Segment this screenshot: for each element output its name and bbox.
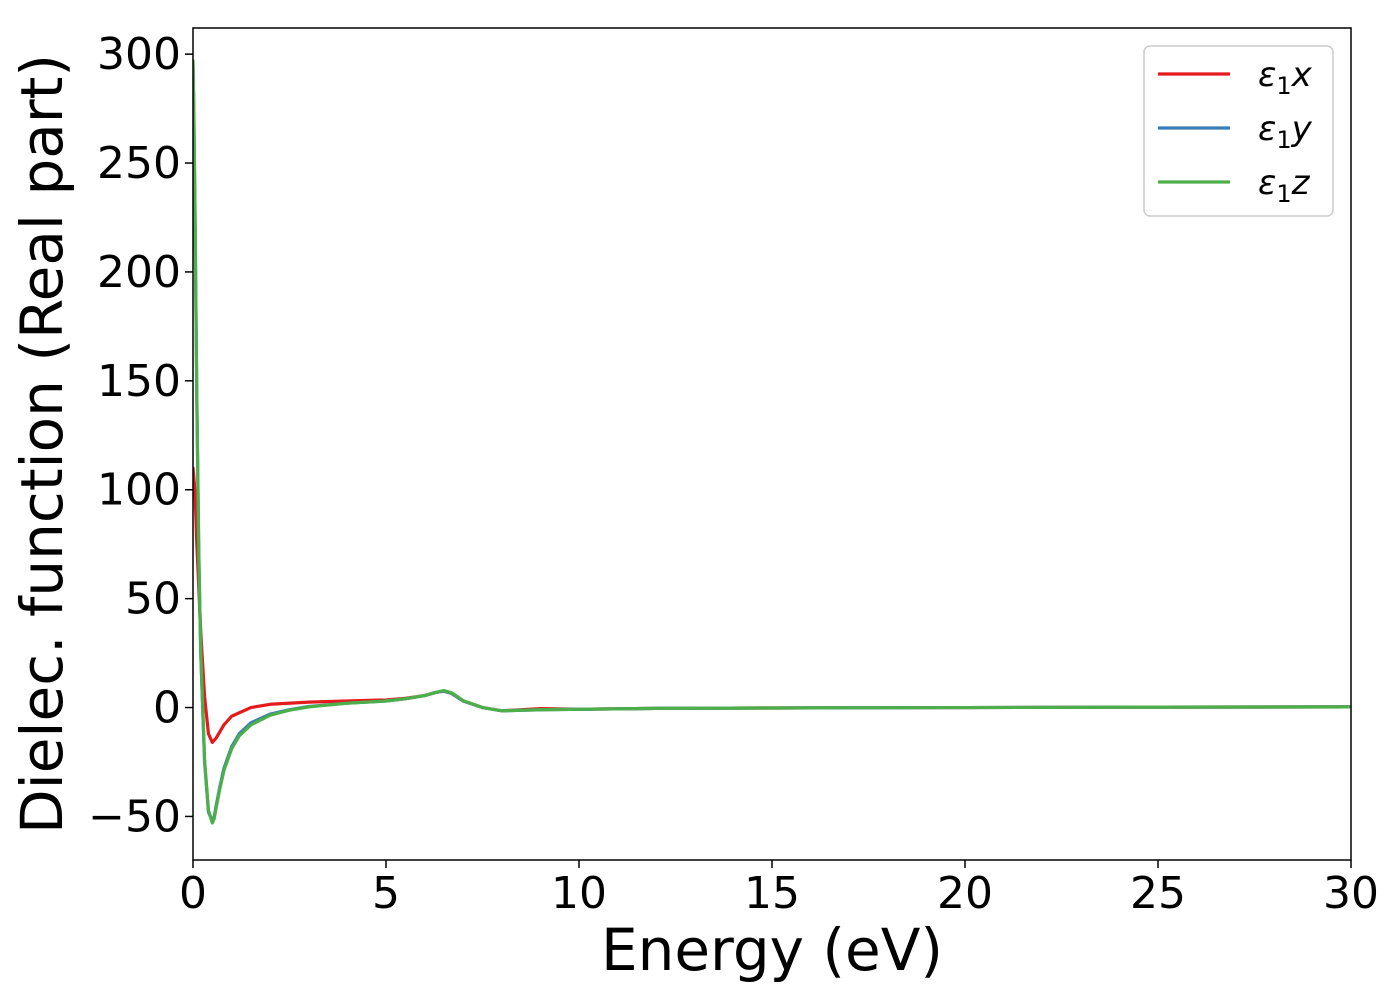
legend-label-y: ε1y <box>1258 109 1313 154</box>
legend-box <box>1143 45 1334 217</box>
x-tick-label: 0 <box>179 868 207 919</box>
legend-label-x: ε1x <box>1258 55 1313 100</box>
legend-label-z: ε1z <box>1258 163 1311 208</box>
y-axis-label: Dielec. function (Real part) <box>8 54 76 834</box>
y-tick-label: 50 <box>125 574 181 625</box>
y-tick-label: 0 <box>153 683 181 734</box>
x-tick-label: 30 <box>1323 868 1379 919</box>
x-tick-label: 10 <box>551 868 607 919</box>
series-line-z <box>193 59 1351 825</box>
y-tick-label: −50 <box>88 791 181 842</box>
y-tick-label: 300 <box>97 29 181 80</box>
y-tick-label: 100 <box>97 465 181 516</box>
x-tick-label: 15 <box>744 868 800 919</box>
x-tick-label: 20 <box>937 868 993 919</box>
y-tick-label: 250 <box>97 138 181 189</box>
x-tick-label: 5 <box>372 868 400 919</box>
x-axis-label: Energy (eV) <box>601 916 943 984</box>
legend: ε1x ε1y ε1z <box>1143 45 1334 217</box>
x-tick-label: 25 <box>1130 868 1186 919</box>
series-layer <box>193 59 1351 825</box>
ticks-layer: 0 5 10 15 20 25 30 −50 0 50 100 150 200 250 300 <box>88 29 1379 919</box>
y-tick-label: 150 <box>97 356 181 407</box>
y-tick-label: 200 <box>97 247 181 298</box>
